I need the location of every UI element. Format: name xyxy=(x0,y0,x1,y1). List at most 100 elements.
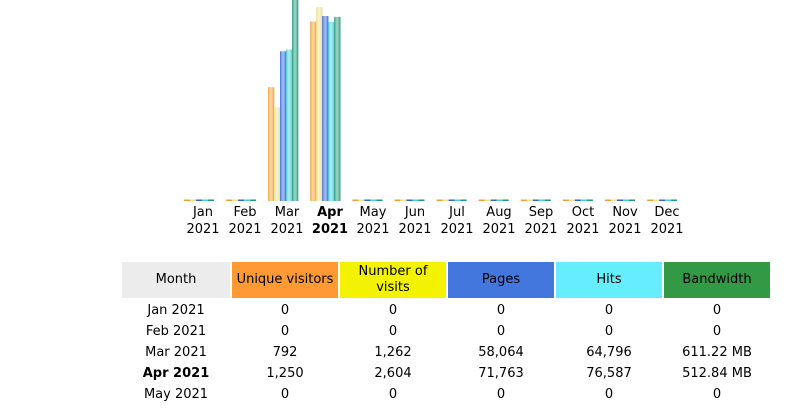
bar-shading xyxy=(310,21,317,201)
table-row: Jan 2021 0 0 0 0 0 xyxy=(121,299,771,321)
bar-number-of-visits-nov-2021 xyxy=(611,199,617,201)
bar-unique-visitors-dec-2021 xyxy=(647,199,654,201)
bar-unique-visitors-sep-2021 xyxy=(520,199,527,201)
cell-pages: 0 xyxy=(496,324,506,339)
cell-bandwidth: 0 xyxy=(712,387,722,402)
cell-month: Apr 2021 xyxy=(142,366,210,381)
bar-shading xyxy=(334,16,341,202)
cell-visits: 1,262 xyxy=(374,345,412,360)
cell-unique-visitors: 1,250 xyxy=(266,366,304,381)
month-label-aug: Aug 2021 xyxy=(482,205,516,237)
bar-pages-jun-2021 xyxy=(406,199,413,201)
cell-bandwidth: 611.22 MB xyxy=(682,345,752,360)
col-header-unique-visitors: Unique visitors xyxy=(230,260,340,300)
bar-shading xyxy=(286,49,293,202)
table-row: Mar 2021 792 1,262 58,064 64,796 611.22 … xyxy=(121,342,771,363)
col-header-visits: Number of visits xyxy=(338,260,448,300)
cell-month: Mar 2021 xyxy=(145,345,207,360)
cell-hits: 0 xyxy=(604,303,614,318)
bar-hits-dec-2021 xyxy=(665,199,672,201)
cell-hits: 0 xyxy=(604,324,614,339)
table-row: Feb 2021 0 0 0 0 0 xyxy=(121,321,771,342)
bar-hits-oct-2021 xyxy=(580,199,587,201)
bar-hits-feb-2021 xyxy=(244,199,251,201)
bar-shading xyxy=(274,107,281,201)
bar-unique-visitors-jun-2021 xyxy=(394,199,401,201)
cell-pages: 0 xyxy=(496,387,506,402)
cell-hits: 76,587 xyxy=(586,366,632,381)
bar-shading xyxy=(268,87,275,201)
month-label-oct: Oct 2021 xyxy=(566,205,600,237)
bar-number-of-visits-sep-2021 xyxy=(526,199,533,201)
monthly-stats-table: Month Unique visitors Number of visits P… xyxy=(120,260,772,405)
bar-hits-nov-2021 xyxy=(623,199,629,201)
month-label-jul: Jul 2021 xyxy=(440,205,474,237)
cell-unique-visitors: 0 xyxy=(280,387,290,402)
table-row: May 2021 0 0 0 0 0 xyxy=(121,384,771,405)
bar-hits-jun-2021 xyxy=(412,199,419,201)
bar-pages-feb-2021 xyxy=(238,199,245,201)
bar-unique-visitors-oct-2021 xyxy=(562,199,569,201)
bar-bandwidth-jan-2021 xyxy=(208,199,214,201)
cell-month: Jan 2021 xyxy=(147,303,205,318)
cell-month: May 2021 xyxy=(143,387,209,402)
bar-bandwidth-feb-2021 xyxy=(250,199,257,201)
month-label-mar: Mar 2021 xyxy=(270,205,304,237)
bar-number-of-visits-may-2021 xyxy=(358,199,365,201)
bar-unique-visitors-aug-2021 xyxy=(478,199,485,201)
bar-bandwidth-may-2021 xyxy=(376,199,383,201)
bar-number-of-visits-jan-2021 xyxy=(190,199,196,201)
col-header-hits: Hits xyxy=(554,260,664,300)
bar-pages-oct-2021 xyxy=(574,199,581,201)
bar-shading xyxy=(328,22,335,201)
bar-pages-dec-2021 xyxy=(659,199,666,201)
table-header-row: Month Unique visitors Number of visits P… xyxy=(120,260,772,300)
bar-bandwidth-sep-2021 xyxy=(544,199,551,201)
cell-visits: 0 xyxy=(388,387,398,402)
cell-bandwidth: 0 xyxy=(712,324,722,339)
bar-unique-visitors-may-2021 xyxy=(352,199,359,201)
bar-shading xyxy=(322,16,329,202)
month-label-dec: Dec 2021 xyxy=(650,205,684,237)
table-row-current-month: Apr 2021 1,250 2,604 71,763 76,587 512.8… xyxy=(121,363,771,384)
cell-pages: 58,064 xyxy=(478,345,524,360)
bar-bandwidth-jul-2021 xyxy=(460,199,467,201)
bar-pages-jul-2021 xyxy=(448,199,455,201)
bar-unique-visitors-feb-2021 xyxy=(226,199,233,201)
col-header-bandwidth: Bandwidth xyxy=(662,260,772,300)
bar-bandwidth-aug-2021 xyxy=(502,199,509,201)
month-label-jun: Jun 2021 xyxy=(398,205,432,237)
cell-hits: 0 xyxy=(604,387,614,402)
col-header-pages: Pages xyxy=(446,260,556,300)
bar-number-of-visits-jul-2021 xyxy=(442,199,449,201)
month-label-nov: Nov 2021 xyxy=(608,205,642,237)
bar-number-of-visits-dec-2021 xyxy=(653,199,660,201)
bar-pages-may-2021 xyxy=(364,199,371,201)
month-label-may: May 2021 xyxy=(356,205,390,237)
month-label-jan: Jan 2021 xyxy=(186,205,220,237)
bar-bandwidth-oct-2021 xyxy=(586,199,593,201)
bar-shading xyxy=(280,51,287,202)
bar-bandwidth-nov-2021 xyxy=(629,199,635,201)
cell-visits: 2,604 xyxy=(374,366,412,381)
cell-pages: 71,763 xyxy=(478,366,524,381)
bar-number-of-visits-oct-2021 xyxy=(568,199,575,201)
cell-unique-visitors: 792 xyxy=(272,345,298,360)
cell-unique-visitors: 0 xyxy=(280,303,290,318)
col-header-month: Month xyxy=(120,260,232,300)
bar-shading xyxy=(292,0,299,202)
month-label-feb: Feb 2021 xyxy=(228,205,262,237)
bar-bandwidth-jun-2021 xyxy=(418,199,425,201)
cell-bandwidth: 0 xyxy=(712,303,722,318)
cell-visits: 0 xyxy=(388,303,398,318)
cell-visits: 0 xyxy=(388,324,398,339)
bar-number-of-visits-aug-2021 xyxy=(484,199,491,201)
cell-bandwidth: 512.84 MB xyxy=(682,366,752,381)
cell-month: Feb 2021 xyxy=(145,324,207,339)
bar-hits-aug-2021 xyxy=(496,199,503,201)
bar-unique-visitors-jan-2021 xyxy=(184,199,190,201)
bar-bandwidth-dec-2021 xyxy=(671,199,678,201)
bar-unique-visitors-jul-2021 xyxy=(436,199,443,201)
bar-pages-nov-2021 xyxy=(617,199,623,201)
month-label-apr: Apr 2021 xyxy=(311,205,349,237)
